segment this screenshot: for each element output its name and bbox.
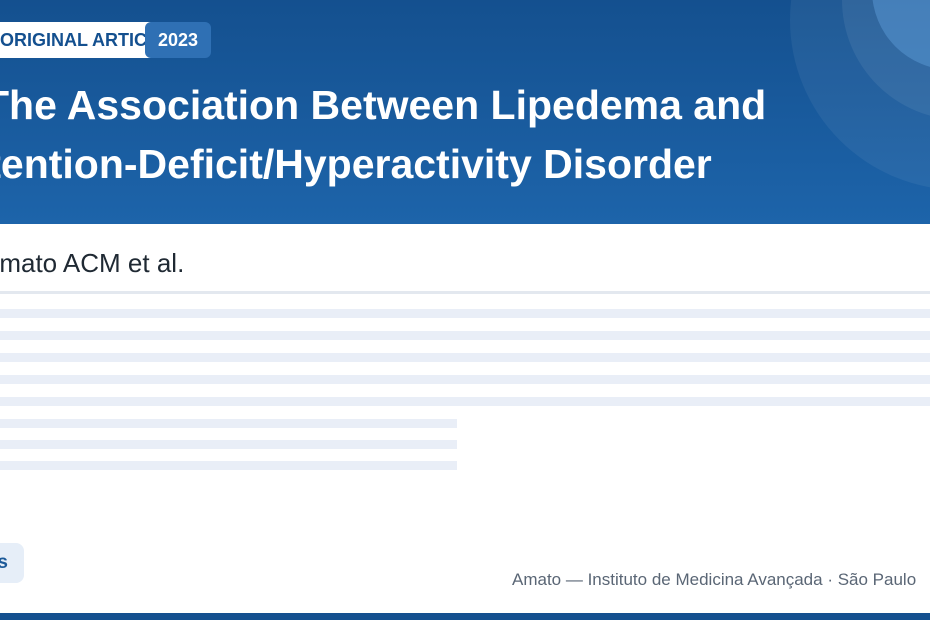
author-line: Amato ACM et al. [0, 248, 185, 278]
placeholder-text-line [0, 461, 457, 470]
institution-credit: Amato — Instituto de Medicina Avançada ·… [512, 570, 917, 589]
placeholder-text-line [0, 375, 930, 384]
placeholder-text-line [0, 331, 930, 340]
placeholder-text-line [0, 309, 930, 318]
article-title: The Association Between Lipedema and Att… [0, 76, 824, 194]
placeholder-text-line [0, 353, 930, 362]
section-divider [0, 291, 930, 294]
placeholder-text-line [0, 397, 930, 406]
placeholder-text-line [0, 440, 457, 449]
keyword-chip[interactable]: s [0, 543, 24, 583]
article-title-line-1: The Association Between Lipedema and [0, 82, 767, 128]
article-title-line-2: Attention-Deficit/Hyperactivity Disorder [0, 141, 712, 187]
article-header: ORIGINAL ARTICLE 2023 The Association Be… [0, 0, 930, 224]
placeholder-text-line [0, 419, 457, 428]
bottom-accent-bar [0, 613, 930, 620]
year-badge: 2023 [145, 22, 212, 58]
